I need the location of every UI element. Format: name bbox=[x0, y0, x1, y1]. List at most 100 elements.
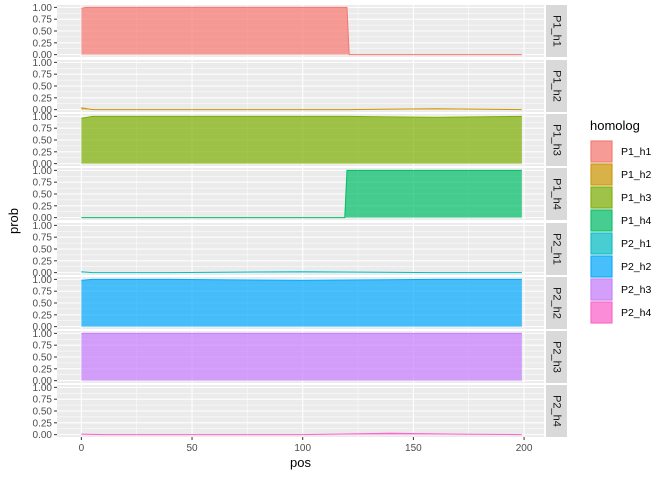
y-tick-label: 0.00 bbox=[33, 376, 53, 387]
legend-key-P1_h2 bbox=[590, 163, 613, 186]
y-axis-title: prob bbox=[6, 208, 21, 234]
y-tick-label: 0.25 bbox=[33, 201, 53, 212]
facet-strip-label: P1_h2 bbox=[551, 70, 563, 102]
area-P1_h3 bbox=[81, 116, 522, 164]
line-P2_h4 bbox=[81, 432, 522, 436]
x-axis-title: pos bbox=[290, 455, 311, 470]
legend-key-P1_h4 bbox=[590, 209, 613, 232]
legend-label: P1_h3 bbox=[621, 192, 652, 204]
y-tick-label: 0.50 bbox=[33, 245, 53, 256]
x-tick-label: 200 bbox=[516, 443, 533, 454]
y-tick-label: 1.00 bbox=[33, 58, 53, 69]
facet-strip-label: P2_h3 bbox=[551, 341, 563, 373]
y-tick-label: 0.50 bbox=[33, 82, 53, 93]
y-tick-label: 0.75 bbox=[33, 15, 53, 26]
y-tick-label: 0.75 bbox=[33, 233, 53, 244]
y-tick-label: 0.50 bbox=[33, 299, 53, 310]
y-tick-label: 0.25 bbox=[33, 364, 53, 375]
legend-key-P2_h4 bbox=[590, 301, 613, 324]
facet-strip bbox=[546, 223, 567, 275]
facet-strip bbox=[546, 114, 567, 166]
y-tick-label: 0.00 bbox=[33, 213, 53, 224]
x-tick-label: 100 bbox=[294, 443, 311, 454]
facet-panel-P1_h3: 0.000.250.500.751.00 P1_h3 bbox=[33, 112, 567, 170]
legend-label: P1_h4 bbox=[621, 215, 652, 227]
facet-strip-label: P1_h1 bbox=[551, 15, 563, 47]
legend-label: P1_h1 bbox=[621, 146, 652, 158]
y-tick-label: 0.25 bbox=[33, 38, 53, 49]
legend: homolog P1_h1 P1_h2 P1_h3 P1_h4 P2_h1 P2_h2 P2_… bbox=[590, 118, 652, 324]
facet-strip bbox=[546, 168, 567, 220]
legend-label: P1_h2 bbox=[621, 169, 652, 181]
y-tick-label: 0.75 bbox=[33, 70, 53, 81]
x-tick-label: 50 bbox=[186, 443, 198, 454]
y-tick-label: 0.00 bbox=[33, 105, 53, 116]
y-tick-label: 1.00 bbox=[33, 275, 53, 286]
y-tick-label: 1.00 bbox=[33, 166, 53, 177]
y-tick-label: 0.25 bbox=[33, 256, 53, 267]
legend-key-P1_h1 bbox=[590, 140, 613, 163]
facet-panel-P1_h2: 0.000.250.500.751.00 P1_h2 bbox=[33, 58, 567, 116]
y-tick-label: 0.00 bbox=[33, 50, 53, 61]
y-tick-label: 1.00 bbox=[33, 383, 53, 394]
line-P1_h2 bbox=[81, 107, 522, 111]
y-tick-label: 0.50 bbox=[33, 407, 53, 418]
y-tick-label: 1.00 bbox=[33, 329, 53, 340]
facet-strip bbox=[546, 277, 567, 329]
facet-strip bbox=[546, 331, 567, 383]
y-tick-label: 0.75 bbox=[33, 124, 53, 135]
facet-panel-P2_h2: 0.000.250.500.751.00 P2_h2 bbox=[33, 275, 567, 333]
y-tick-label: 0.00 bbox=[33, 322, 53, 333]
facet-strip-label: P1_h3 bbox=[551, 124, 563, 156]
facet-strip-label: P1_h4 bbox=[551, 178, 563, 210]
facet-strip-label: P2_h2 bbox=[551, 287, 563, 319]
y-tick-label: 0.00 bbox=[33, 430, 53, 441]
y-tick-label: 0.50 bbox=[33, 353, 53, 364]
facet-strip bbox=[546, 385, 567, 437]
legend-key-P2_h2 bbox=[590, 255, 613, 278]
line-P2_h2 bbox=[81, 278, 522, 281]
y-tick-label: 0.00 bbox=[33, 268, 53, 279]
y-tick-label: 0.25 bbox=[33, 310, 53, 321]
y-tick-label: 0.50 bbox=[33, 136, 53, 147]
y-tick-label: 0.75 bbox=[33, 287, 53, 298]
line-P2_h1 bbox=[81, 271, 522, 274]
y-tick-label: 0.75 bbox=[33, 178, 53, 189]
y-tick-label: 1.00 bbox=[33, 112, 53, 123]
facet-panel-P2_h3: 0.000.250.500.751.00 P2_h3 bbox=[33, 329, 567, 387]
line-P1_h3 bbox=[81, 115, 522, 119]
facet-strip-label: P2_h1 bbox=[551, 233, 563, 265]
facet-panel-P2_h1: 0.000.250.500.751.00 P2_h1 bbox=[33, 221, 567, 279]
legend-key-P2_h3 bbox=[590, 278, 613, 301]
y-tick-label: 0.50 bbox=[33, 27, 53, 38]
y-tick-label: 0.25 bbox=[33, 93, 53, 104]
legend-label: P2_h4 bbox=[621, 307, 652, 319]
facet-strip bbox=[546, 5, 567, 57]
legend-label: P2_h1 bbox=[621, 238, 652, 250]
legend-key-P1_h3 bbox=[590, 186, 613, 209]
line-P1_h4 bbox=[81, 169, 522, 219]
legend-key-P2_h1 bbox=[590, 232, 613, 255]
y-tick-label: 0.25 bbox=[33, 418, 53, 429]
area-P2_h2 bbox=[81, 279, 522, 327]
x-tick-label: 150 bbox=[405, 443, 422, 454]
facet-panel-P1_h4: 0.000.250.500.751.00 P1_h4 bbox=[33, 166, 567, 224]
y-tick-label: 0.25 bbox=[33, 147, 53, 158]
facet-panel-P1_h1: 0.000.250.500.751.00 P1_h1 bbox=[33, 3, 567, 61]
area-P1_h4 bbox=[81, 170, 522, 218]
legend-label: P2_h3 bbox=[621, 284, 652, 296]
x-tick-label: 0 bbox=[79, 443, 85, 454]
y-tick-label: 0.00 bbox=[33, 159, 53, 170]
area-P2_h3 bbox=[81, 333, 522, 381]
y-tick-label: 0.75 bbox=[33, 341, 53, 352]
legend-title: homolog bbox=[590, 118, 640, 133]
facet-strip bbox=[546, 60, 567, 112]
area-P1_h1 bbox=[81, 7, 522, 55]
y-tick-label: 1.00 bbox=[33, 3, 53, 14]
facet-panel-P2_h4: 0.000.250.500.751.00 P2_h4 bbox=[33, 383, 567, 441]
facet-strip-label: P2_h4 bbox=[551, 395, 563, 427]
y-tick-label: 0.50 bbox=[33, 190, 53, 201]
legend-label: P2_h2 bbox=[621, 261, 652, 273]
y-tick-label: 0.75 bbox=[33, 395, 53, 406]
